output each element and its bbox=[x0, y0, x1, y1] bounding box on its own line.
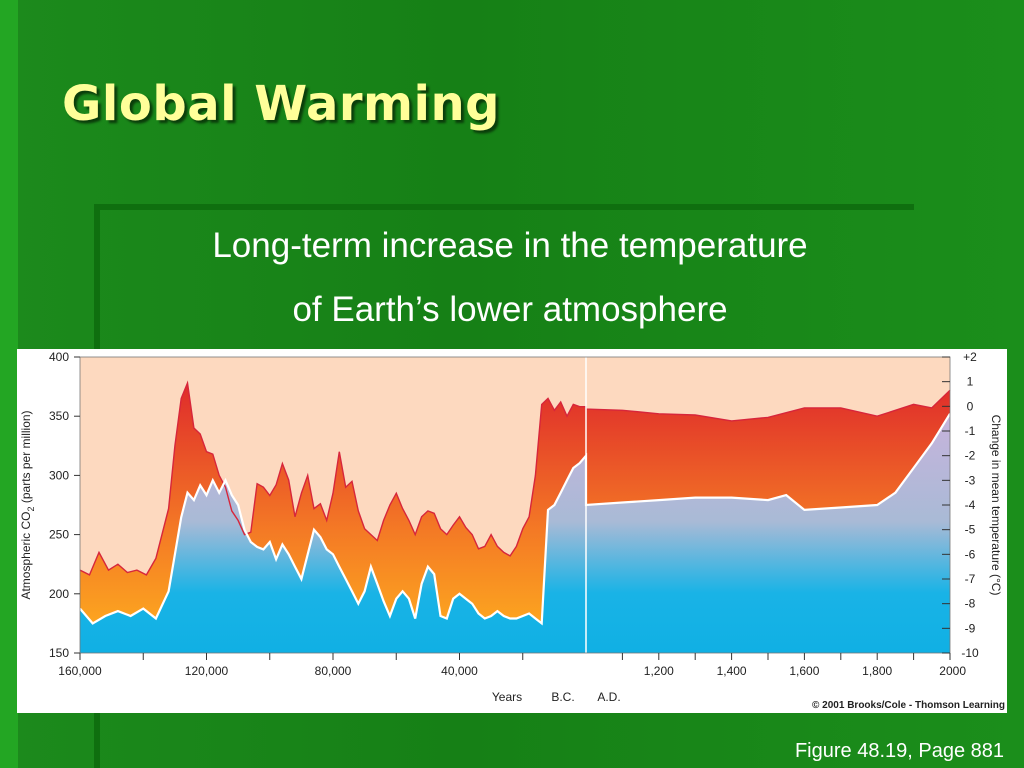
y-right-tick-label: -5 bbox=[965, 523, 976, 537]
x-tick-label-bc: 80,000 bbox=[315, 664, 352, 678]
y-right-tick-label: -1 bbox=[965, 424, 976, 438]
y-left-tick-label: 200 bbox=[49, 587, 69, 601]
y-left-tick-label: 150 bbox=[49, 646, 69, 660]
co2-temperature-chart: 150 200 250 300 350 400 +2 1 0 -1 -2 -3 -4 -5 -6 -7 -8 -… bbox=[19, 350, 1005, 711]
copyright-notice: © 2001 Brooks/Cole - Thomson Learning bbox=[812, 700, 1005, 711]
y-left-label-subscript: 2 bbox=[26, 506, 36, 511]
y-left-tick-label: 300 bbox=[49, 468, 69, 482]
y-left-tick-label: 400 bbox=[49, 350, 69, 364]
subtitle-line-2: of Earth’s lower atmosphere bbox=[292, 290, 728, 329]
x-tick-label-ad: 1,400 bbox=[717, 664, 747, 678]
slide-title: Global Warming bbox=[62, 76, 501, 132]
decorative-frame-horizontal bbox=[94, 204, 914, 210]
chart-container: 150 200 250 300 350 400 +2 1 0 -1 -2 -3 -4 -5 -6 -7 -8 -… bbox=[17, 349, 1007, 713]
y-right-axis-label: Change in mean temperature (°C) bbox=[989, 415, 1003, 596]
x-tick-label-ad: 1,600 bbox=[789, 664, 819, 678]
y-right-tick-label: -4 bbox=[965, 498, 976, 512]
x-axis-label: Years bbox=[492, 690, 522, 704]
x-tick-label-bc: 120,000 bbox=[185, 664, 229, 678]
bc-label: B.C. bbox=[551, 690, 574, 704]
x-tick-label-ad: 1,800 bbox=[862, 664, 892, 678]
x-tick-label-ad: 2000 bbox=[939, 664, 966, 678]
left-accent-strip bbox=[0, 0, 18, 768]
y-right-tick-label: 1 bbox=[967, 375, 974, 389]
y-left-axis-label: Atmospheric CO2 (parts per million) bbox=[19, 410, 36, 599]
x-tick-label-bc: 40,000 bbox=[441, 664, 478, 678]
temperature-area bbox=[80, 413, 950, 653]
slide-subtitle: Long-term increase in the temperature of… bbox=[100, 214, 920, 342]
y-left-tick-label: 250 bbox=[49, 528, 69, 542]
y-left-label-rest: (parts per million) bbox=[19, 410, 33, 506]
y-right-tick-label: -10 bbox=[961, 646, 979, 660]
y-right-tick-label: -7 bbox=[965, 572, 976, 586]
y-right-tick-label: 0 bbox=[967, 399, 974, 413]
y-right-tick-label: -3 bbox=[965, 473, 976, 487]
co2-line bbox=[79, 380, 951, 576]
y-left-tick-label: 350 bbox=[49, 409, 69, 423]
y-left-label-main: Atmospheric CO bbox=[19, 512, 33, 600]
y-right-tick-label: -6 bbox=[965, 547, 976, 561]
x-tick-label-ad: 1,200 bbox=[644, 664, 674, 678]
y-right-tick-label: -8 bbox=[965, 597, 976, 611]
y-right-tick-label: +2 bbox=[963, 350, 977, 364]
y-right-tick-label: -9 bbox=[965, 621, 976, 635]
figure-reference: Figure 48.19, Page 881 bbox=[794, 740, 1004, 762]
subtitle-line-1: Long-term increase in the temperature bbox=[212, 226, 808, 265]
temperature-line bbox=[79, 413, 951, 626]
ad-label: A.D. bbox=[597, 690, 620, 704]
x-tick-label-bc: 160,000 bbox=[58, 664, 102, 678]
y-right-tick-label: -2 bbox=[965, 449, 976, 463]
